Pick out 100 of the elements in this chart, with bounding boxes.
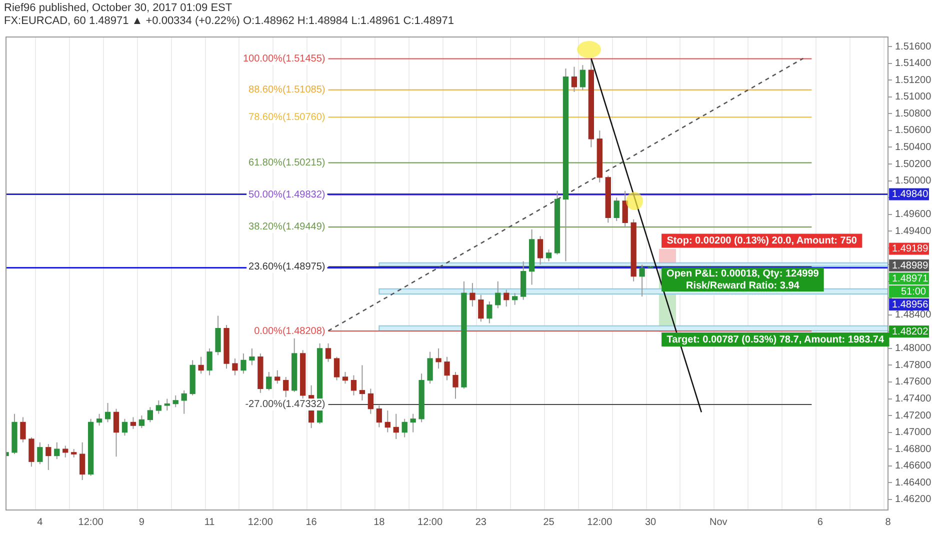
ref-line-label: -27.00%(1.47332) — [245, 399, 326, 410]
y-tick-label: 1.47400 — [895, 394, 932, 404]
annotation: Target: 0.00787 (0.53%) 78.7, Amount: 1983.74 — [666, 334, 884, 346]
y-tick-label: 1.49400 — [895, 226, 932, 237]
ref-line-label: 23.60%(1.48975) — [248, 261, 326, 272]
candlestick — [130, 416, 136, 430]
candlestick — [350, 374, 357, 396]
candlestick — [486, 301, 492, 324]
candlestick — [410, 413, 416, 433]
candlestick — [62, 445, 68, 458]
y-tick-label: 1.50200 — [895, 158, 932, 170]
x-tick-label: 12:00 — [248, 516, 274, 528]
y-tick-label: 1.48000 — [895, 343, 932, 354]
x-tick-label: 12:00 — [587, 516, 613, 528]
y-tick-label: 1.50000 — [895, 176, 932, 187]
candlestick — [580, 64, 586, 91]
x-tick-label: 12:00 — [418, 516, 443, 528]
y-tick-label: 1.48400 — [895, 310, 932, 321]
y-tick-label: 1.46200 — [895, 494, 932, 506]
candlestick — [113, 408, 120, 458]
x-tick-label: 6 — [817, 516, 824, 528]
annotation: 1.48202 — [892, 326, 929, 338]
candlestick — [122, 418, 128, 436]
x-tick-label: 16 — [306, 516, 318, 528]
text: 1.48971 — [892, 273, 929, 284]
candlestick — [37, 442, 43, 465]
y-tick-label: 1.51200 — [895, 74, 932, 86]
candlestick — [198, 356, 204, 374]
candlestick — [172, 394, 178, 408]
candlestick — [181, 390, 187, 414]
y-tick-label: 1.50600 — [895, 125, 932, 136]
candlestick — [342, 371, 348, 384]
candlestick — [478, 294, 484, 322]
y-tick-label: 1.50400 — [895, 142, 932, 153]
x-tick-label: 30 — [644, 516, 657, 528]
candlestick — [402, 418, 408, 438]
candlestick — [325, 342, 332, 362]
ref-line-label: 61.80%(1.50215) — [248, 158, 326, 169]
annotation: Stop: 0.00200 (0.13%) 20.0, Amount: 750 — [666, 236, 858, 247]
annotation: Risk/Reward Ratio: 3.94 — [686, 280, 800, 292]
candlestick — [512, 292, 518, 306]
candlestick — [359, 364, 366, 401]
candlestick — [368, 388, 374, 414]
x-tick-label: 8 — [885, 516, 892, 528]
x-tick-label: 25 — [543, 516, 555, 528]
y-tick-label: 1.47600 — [895, 376, 932, 388]
candlestick — [537, 236, 544, 266]
candlestick — [266, 371, 272, 391]
ref-line-label: 100.00%(1.51455) — [242, 54, 326, 65]
y-tick-label: 1.51400 — [895, 58, 932, 70]
candlestick — [436, 348, 442, 370]
annotation: 1.49840 — [892, 188, 929, 200]
annotation: 1.48989 — [892, 260, 929, 272]
text: 1.48956 — [892, 299, 929, 310]
y-tick-label: 1.46800 — [895, 444, 932, 455]
candlestick — [240, 352, 246, 374]
candlestick — [639, 264, 645, 297]
annotation: Open P&L: 0.00018, Qty: 124999 — [666, 268, 820, 280]
y-tick-label: 1.46400 — [895, 477, 932, 488]
candlestick — [504, 289, 510, 308]
x-tick-label: 23 — [475, 516, 487, 528]
candlestick — [571, 66, 578, 92]
candlestick — [28, 436, 34, 468]
candlestick — [147, 406, 154, 423]
candlestick — [614, 197, 620, 222]
y-tick-label: 1.51600 — [895, 41, 932, 52]
y-tick-label: 1.47800 — [895, 360, 932, 371]
candlestick — [138, 415, 145, 429]
ref-line-label: 78.60%(1.50760) — [248, 112, 326, 123]
candlestick — [232, 358, 238, 376]
ref-line-label: 50.00%(1.49832) — [248, 190, 326, 201]
x-tick-label: Nov — [709, 516, 728, 528]
candlestick — [452, 371, 458, 400]
chart-subtitle: FX:EURCAD, 60 1.48971 ▲ +0.00334 (+0.22%) O:1.48962 H:1.48984 L:1.48961 C:1.48971 — [4, 15, 454, 27]
candlestick — [79, 442, 86, 481]
candlestick — [384, 410, 390, 433]
candlestick — [20, 416, 26, 443]
y-tick-label: 1.50800 — [895, 108, 932, 120]
candlestick — [393, 413, 399, 440]
candlestick — [54, 442, 60, 460]
x-tick-label: 9 — [138, 516, 145, 528]
candlestick — [156, 400, 162, 414]
candlestick — [444, 356, 450, 381]
candlestick — [274, 370, 280, 384]
y-tick-label: 1.51000 — [895, 92, 932, 103]
ref-line-label: 38.20%(1.49449) — [248, 222, 326, 233]
text: 51:00 — [900, 286, 926, 298]
candlestick — [164, 398, 170, 411]
annotation: 1.49189 — [892, 244, 929, 255]
candlestick — [376, 404, 382, 428]
candlestick — [334, 356, 340, 381]
x-tick-label: 18 — [374, 516, 386, 528]
candlestick — [249, 348, 255, 366]
y-tick-label: 1.46600 — [895, 460, 932, 472]
ref-line-label: 0.00%(1.48208) — [254, 326, 326, 337]
chart-title: Rief96 published, October 30, 2017 01:09 EST — [4, 2, 232, 14]
x-tick-label: 11 — [204, 516, 216, 528]
candlestick — [546, 249, 552, 262]
candlestick — [283, 376, 289, 398]
y-tick-label: 1.47000 — [895, 427, 932, 438]
